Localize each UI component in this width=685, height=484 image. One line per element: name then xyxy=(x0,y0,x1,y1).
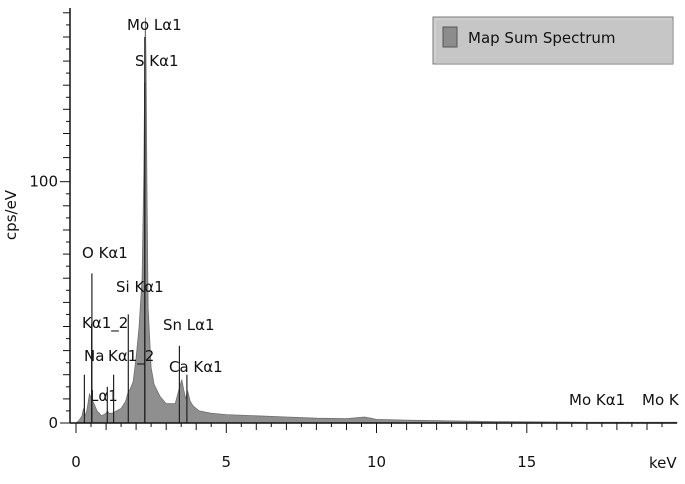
peak-label-10: Ca Kα1 xyxy=(169,358,223,376)
legend-swatch xyxy=(442,26,458,48)
x-tick-label: 15 xyxy=(517,453,536,471)
peak-label-6: Si Kα1 xyxy=(116,278,164,296)
peak-label-3: O Kα1 xyxy=(82,244,128,262)
legend-shadow xyxy=(436,20,673,64)
peak-label-12: Mo K xyxy=(642,391,680,409)
y-tick-label: 0 xyxy=(48,414,58,432)
x-tick-label: 10 xyxy=(367,453,386,471)
peak-label-8: Mo Lα1 xyxy=(127,16,182,34)
x-tick-label: 5 xyxy=(222,453,232,471)
peak-label-0: Lα1 xyxy=(90,387,118,405)
axes: 0 5 10 15 0 100 xyxy=(29,8,677,471)
x-axis-title: keV xyxy=(649,454,677,472)
peak-label-9: Sn Lα1 xyxy=(163,316,215,334)
peak-label-5: Kα1_2 xyxy=(108,347,154,366)
peak-label-11: Mo Kα1 xyxy=(569,391,625,409)
peak-label-1: Kα1_2 xyxy=(82,314,128,333)
legend-label: Map Sum Spectrum xyxy=(468,29,616,47)
peak-label-2: Na xyxy=(84,347,104,365)
y-axis-title: cps/eV xyxy=(2,189,20,240)
y-tick-label: 100 xyxy=(29,173,58,191)
peak-label-7: S Kα1 xyxy=(135,52,179,70)
spectrum-area-series-0 xyxy=(74,17,678,424)
x-tick-label: 0 xyxy=(71,453,81,471)
plot-area xyxy=(74,17,678,424)
legend: Map Sum Spectrum xyxy=(432,16,674,65)
